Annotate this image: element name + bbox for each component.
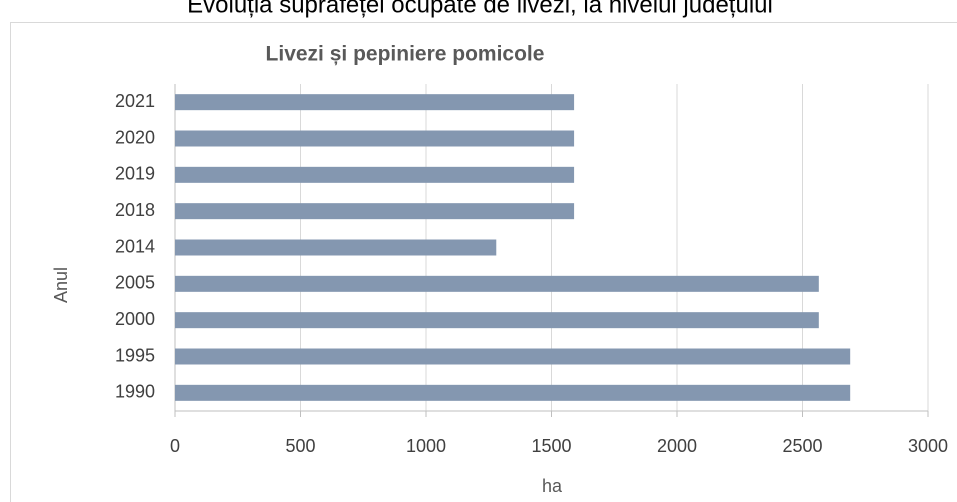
bar xyxy=(175,94,575,111)
y-tick-label: 2005 xyxy=(115,273,155,293)
y-axis-title: Anul xyxy=(51,267,71,303)
x-tick-label: 1500 xyxy=(531,436,571,456)
y-tick-label: 2019 xyxy=(115,164,155,184)
bar xyxy=(175,312,819,329)
y-tick-label: 2000 xyxy=(115,309,155,329)
caption: Evoluția suprafeței ocupate de livezi, l… xyxy=(187,0,773,18)
bar xyxy=(175,203,575,220)
y-tick-label: 2021 xyxy=(115,91,155,111)
bar xyxy=(175,348,851,365)
y-tick-label: 1990 xyxy=(115,382,155,402)
x-tick-label: 2500 xyxy=(782,436,822,456)
x-tick-label: 0 xyxy=(170,436,180,456)
bar xyxy=(175,130,575,147)
y-tick-label: 2020 xyxy=(115,127,155,147)
y-tick-label: 1995 xyxy=(115,345,155,365)
x-tick-label: 1000 xyxy=(406,436,446,456)
chart-title: Livezi și pepiniere pomicole xyxy=(266,43,545,66)
chart-border xyxy=(10,22,957,502)
y-tick-label: 2018 xyxy=(115,200,155,220)
bar xyxy=(175,239,497,256)
y-tick-label: 2014 xyxy=(115,236,155,256)
bar xyxy=(175,166,575,183)
x-axis-title: ha xyxy=(542,476,563,496)
bar xyxy=(175,275,819,292)
x-tick-label: 2000 xyxy=(657,436,697,456)
x-tick-label: 3000 xyxy=(908,436,948,456)
x-tick-label: 500 xyxy=(285,436,315,456)
bar xyxy=(175,384,851,401)
